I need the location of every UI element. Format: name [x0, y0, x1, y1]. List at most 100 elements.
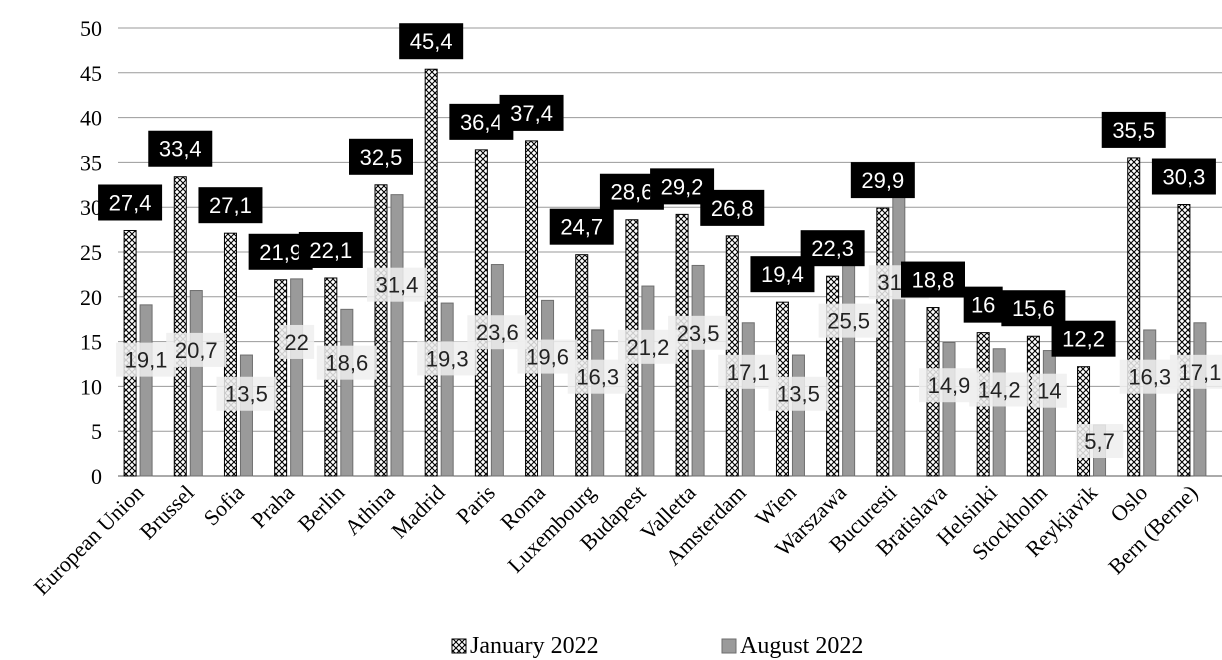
y-axis-ticks: 0 5 10 15 20 25 30 35 40 45 50 — [80, 16, 102, 489]
data-label-january: 27,4 — [109, 190, 152, 215]
bar-august — [591, 329, 605, 477]
data-label-august: 14 — [1037, 379, 1061, 404]
y-tick-label: 20 — [80, 285, 102, 310]
legend-swatch-january — [451, 638, 467, 654]
bar-january — [1127, 157, 1141, 477]
data-label-january: 30,3 — [1162, 165, 1205, 190]
data-label-box — [517, 339, 578, 374]
data-label-box — [198, 187, 263, 224]
data-label-box — [1001, 290, 1066, 327]
y-tick-label: 0 — [91, 464, 102, 489]
data-label-january: 26,8 — [711, 196, 754, 221]
bars — [123, 68, 1207, 477]
data-label-august: 31,4 — [376, 273, 419, 298]
data-label-box — [668, 315, 729, 350]
x-tick-label: Berlin — [293, 480, 350, 537]
data-label-january: 16 — [971, 293, 995, 318]
bar-august — [390, 194, 404, 477]
y-tick-label: 10 — [80, 374, 102, 399]
data-label-january: 45,4 — [410, 29, 453, 54]
y-tick-label: 50 — [80, 16, 102, 41]
data-label-box — [1119, 359, 1180, 394]
data-label-august: 19,6 — [526, 345, 569, 370]
data-label-august: 19,1 — [125, 348, 168, 373]
bar-august — [942, 341, 956, 477]
bar-january — [1177, 204, 1191, 477]
data-label-box — [919, 368, 979, 403]
data-label-august: 23,6 — [476, 320, 519, 345]
data-label-box — [850, 162, 915, 199]
bar-august — [1193, 322, 1207, 477]
bar-january — [1077, 366, 1091, 477]
bar-august — [1042, 350, 1056, 477]
data-label-august: 14,9 — [928, 373, 971, 398]
bar-january — [374, 184, 388, 477]
bar-august — [992, 348, 1006, 477]
data-labels: 27,4 19,1 33,4 20,7 27,1 13,5 21,9 22 22,1 18,6 32… — [98, 23, 1222, 458]
data-label-january: 37,4 — [510, 101, 553, 126]
bar-august — [641, 285, 655, 477]
data-label-box — [800, 230, 865, 267]
y-tick-label: 35 — [80, 150, 102, 175]
data-label-box — [969, 372, 1030, 407]
data-label-january: 32,5 — [360, 145, 403, 170]
legend-label-january: January 2022 — [470, 633, 599, 659]
data-label-box — [549, 208, 614, 245]
bar-august — [892, 190, 906, 477]
data-label-box — [1101, 111, 1166, 148]
y-tick-label: 25 — [80, 240, 102, 265]
data-label-box — [467, 315, 528, 350]
bar-august — [691, 264, 705, 477]
data-label-august: 21,2 — [626, 335, 669, 360]
bar-august — [791, 354, 805, 477]
data-label-january: 15,6 — [1012, 296, 1055, 321]
data-label-box — [216, 376, 277, 411]
data-label-january: 29,2 — [661, 174, 704, 199]
data-label-box — [148, 130, 213, 167]
data-label-january: 19,4 — [761, 262, 804, 287]
bar-january — [474, 149, 488, 477]
bar-august — [1143, 329, 1157, 477]
data-label-august: 17,1 — [727, 360, 770, 385]
data-label-box — [499, 94, 564, 131]
x-tick-label: Bern (Berne) — [1103, 480, 1202, 579]
legend-swatch-august — [721, 638, 737, 654]
bar-august — [440, 302, 454, 477]
bar-january — [525, 140, 539, 477]
bar-january — [876, 207, 890, 477]
data-label-box — [617, 329, 678, 364]
data-label-box — [718, 354, 779, 389]
x-tick-label: European Union — [29, 480, 149, 600]
data-label-january: 27,1 — [209, 193, 252, 218]
data-label-box — [768, 376, 829, 411]
bar-august — [189, 290, 203, 477]
data-label-box — [1051, 320, 1116, 357]
data-label-august: 16,3 — [576, 365, 619, 390]
data-label-box — [116, 342, 177, 377]
x-tick-label: Praha — [246, 480, 299, 533]
y-tick-label: 45 — [80, 61, 102, 86]
data-label-august: 18,6 — [325, 351, 368, 376]
data-label-january: 22,1 — [309, 238, 352, 263]
data-label-august: 20,7 — [175, 338, 218, 363]
data-label-box — [316, 345, 377, 380]
data-label-january: 35,5 — [1112, 118, 1155, 143]
data-label-box — [963, 286, 1003, 323]
data-label-box — [818, 303, 879, 338]
data-label-august: 16,3 — [1128, 365, 1171, 390]
y-tick-label: 15 — [80, 330, 102, 355]
data-label-august: 22 — [284, 330, 308, 355]
data-label-january: 28,6 — [610, 180, 653, 205]
data-label-january: 22,3 — [811, 236, 854, 261]
data-label-box — [700, 189, 765, 226]
bar-august — [340, 308, 354, 477]
data-label-august: 13,5 — [777, 382, 820, 407]
data-label-january: 18,8 — [912, 268, 955, 293]
bar-august — [290, 278, 304, 477]
y-tick-label: 30 — [80, 195, 102, 220]
legend-label-august: August 2022 — [740, 633, 863, 659]
y-tick-label: 40 — [80, 106, 102, 131]
bar-august — [239, 354, 253, 477]
